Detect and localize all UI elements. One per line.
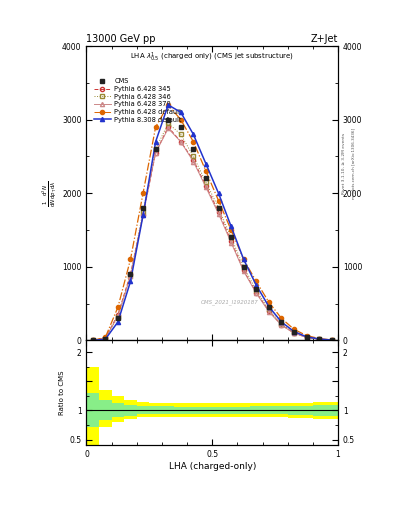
Legend: CMS, Pythia 6.428 345, Pythia 6.428 346, Pythia 6.428 370, Pythia 6.428 default,: CMS, Pythia 6.428 345, Pythia 6.428 346,… [92, 75, 184, 125]
Text: 13000 GeV pp: 13000 GeV pp [86, 34, 156, 44]
Text: CMS_2021_I1920187: CMS_2021_I1920187 [201, 299, 259, 305]
Text: mcplots.cern.ch [arXiv:1306.3436]: mcplots.cern.ch [arXiv:1306.3436] [352, 129, 356, 199]
Text: Rivet 3.1.10, ≥ 3.2M events: Rivet 3.1.10, ≥ 3.2M events [342, 133, 346, 195]
Text: Z+Jet: Z+Jet [310, 34, 338, 44]
Text: LHA $\lambda^1_{0.5}$ (charged only) (CMS jet substructure): LHA $\lambda^1_{0.5}$ (charged only) (CM… [130, 51, 294, 64]
Y-axis label: $\frac{1}{\mathrm{d}N}\frac{\mathrm{d}^2N}{\mathrm{d}p_\mathrm{T}\,\mathrm{d}\la: $\frac{1}{\mathrm{d}N}\frac{\mathrm{d}^2… [40, 180, 58, 207]
Y-axis label: Ratio to CMS: Ratio to CMS [59, 371, 65, 415]
X-axis label: LHA (charged-only): LHA (charged-only) [169, 462, 256, 471]
